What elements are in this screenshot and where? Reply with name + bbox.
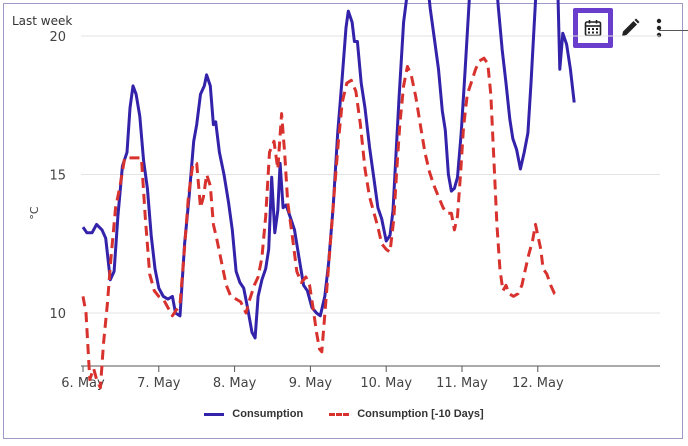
legend-item-consumption[interactable]: Consumption	[204, 408, 303, 420]
pencil-icon	[622, 18, 640, 36]
x-tick-label: 10. May	[360, 376, 412, 391]
y-axis-label: °C	[28, 206, 41, 220]
x-tick-label: 11. May	[436, 376, 488, 391]
panel-title: Last week	[12, 14, 73, 28]
y-tick-label: 15	[49, 169, 66, 184]
legend-swatch-consumption	[204, 412, 225, 416]
series-line-consumption[interactable]	[81, 0, 576, 340]
y-tick-label: 10	[49, 307, 66, 322]
series-lines	[81, 0, 576, 390]
menu-leader-line	[659, 30, 688, 31]
series-line-consumption-10-days[interactable]	[81, 56, 560, 390]
edit-button[interactable]	[615, 13, 645, 43]
x-tick-label: 9. May	[289, 376, 333, 391]
legend-swatch-consumption-10-days	[329, 412, 350, 416]
x-tick-label: 12. May	[512, 376, 564, 391]
x-tick-label: 7. May	[137, 376, 181, 391]
y-tick-label: 20	[49, 30, 66, 45]
legend: Consumption Consumption [-10 Days]	[0, 408, 688, 420]
calendar-button[interactable]	[573, 8, 613, 48]
calendar-icon	[578, 13, 608, 43]
panel-toolbar	[573, 8, 671, 48]
x-tick-label: 6. May	[61, 376, 105, 391]
legend-item-consumption-10-days[interactable]: Consumption [-10 Days]	[329, 408, 484, 420]
legend-label-consumption: Consumption	[232, 408, 304, 420]
x-tick-label: 8. May	[213, 376, 257, 391]
legend-label-consumption-10-days: Consumption [-10 Days]	[357, 408, 484, 420]
